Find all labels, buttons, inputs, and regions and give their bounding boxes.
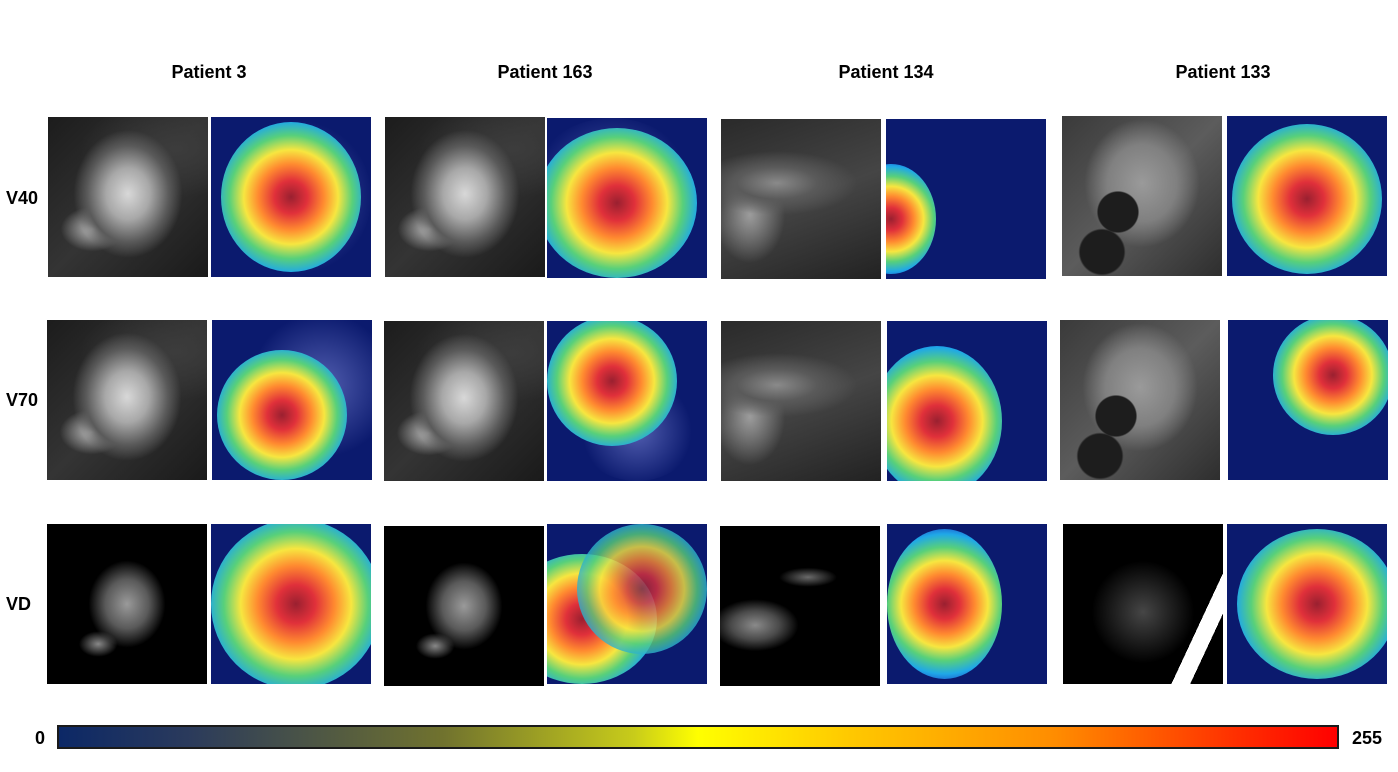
column-header-patient-133: Patient 133 xyxy=(1175,62,1271,82)
colorbar xyxy=(57,725,1339,749)
row-label-v40: V40 xyxy=(6,188,39,208)
vd-patient-3-vd-image xyxy=(47,524,207,684)
v70-patient-163-heatmap xyxy=(547,321,707,481)
v40-patient-163-ct-image xyxy=(385,117,545,277)
vd-patient-163-heatmap xyxy=(547,524,707,684)
v70-patient-134-ct-image xyxy=(721,321,881,481)
v40-patient-134-heatmap xyxy=(886,119,1046,279)
v70-patient-163-ct-image xyxy=(384,321,544,481)
colorbar-max-label: 255 xyxy=(1352,728,1383,748)
vd-patient-134-vd-image xyxy=(720,526,880,686)
column-header-patient-134: Patient 134 xyxy=(838,62,934,82)
vd-patient-3-heatmap xyxy=(211,524,371,684)
vd-patient-134-heatmap xyxy=(887,524,1047,684)
v40-patient-3-heatmap xyxy=(211,117,371,277)
v40-patient-3-ct-image xyxy=(48,117,208,277)
vd-patient-133-heatmap xyxy=(1227,524,1387,684)
v40-patient-163-heatmap xyxy=(547,118,707,278)
v70-patient-133-ct-image xyxy=(1060,320,1220,480)
vd-patient-163-vd-image xyxy=(384,526,544,686)
v40-patient-134-ct-image xyxy=(721,119,881,279)
column-header-patient-3: Patient 3 xyxy=(171,62,247,82)
v70-patient-3-heatmap xyxy=(212,320,372,480)
row-label-vd: VD xyxy=(6,594,32,614)
column-header-patient-163: Patient 163 xyxy=(497,62,593,82)
v70-patient-133-heatmap xyxy=(1228,320,1388,480)
vd-patient-133-vd-image xyxy=(1063,524,1223,684)
row-label-v70: V70 xyxy=(6,390,39,410)
v40-patient-133-ct-image xyxy=(1062,116,1222,276)
v70-patient-3-ct-image xyxy=(47,320,207,480)
colorbar-min-label: 0 xyxy=(35,728,46,748)
v70-patient-134-heatmap xyxy=(887,321,1047,481)
v40-patient-133-heatmap xyxy=(1227,116,1387,276)
